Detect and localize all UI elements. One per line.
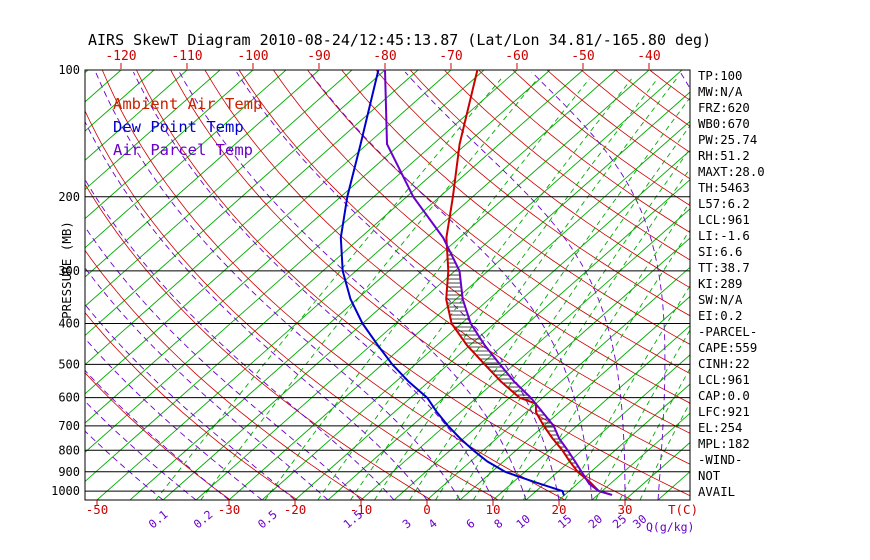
info-line: TP:100 [698, 69, 743, 83]
temp-unit-label: T(C) [668, 502, 698, 517]
pressure-tick: 900 [58, 465, 80, 479]
info-line: WB0:670 [698, 117, 750, 131]
legend-ambient-air-temp: Ambient Air Temp [113, 95, 263, 113]
info-line: MAXT:28.0 [698, 165, 765, 179]
info-line: SI:6.6 [698, 245, 743, 259]
info-line: -PARCEL- [698, 325, 758, 339]
top-temp-tick: -70 [439, 49, 462, 64]
info-line: NOT [698, 469, 721, 483]
top-temp-tick: -80 [373, 49, 396, 64]
pressure-tick: 200 [58, 190, 80, 204]
pressure-axis-labels: 100 200 300 400 500 600 700 800 900 1000 [51, 63, 80, 498]
bottom-temp-tick: 10 [485, 502, 500, 517]
mixing-ratio-tick: 15 [555, 512, 575, 532]
info-line: L57:6.2 [698, 197, 750, 211]
sounding-indices-panel: TP:100 MW:N/A FRZ:620 WB0:670 PW:25.74 RH:51.… [698, 68, 765, 500]
pressure-tick: 600 [58, 391, 80, 405]
info-line: CAP:0.0 [698, 389, 750, 403]
top-temp-tick: -60 [505, 49, 528, 64]
moist-adiabat-lines [85, 71, 690, 500]
mixing-ratio-tick: 0.2 [191, 507, 216, 531]
pressure-tick: 100 [58, 63, 80, 77]
info-line: LCL:961 [698, 213, 750, 227]
mixing-ratio-tick: 4 [425, 516, 439, 531]
info-line: LCL:961 [698, 373, 750, 387]
top-temp-tick: -100 [237, 49, 268, 64]
parcel-temp-curve [384, 70, 613, 496]
legend-dew-point-temp: Dew Point Temp [113, 118, 244, 136]
mixing-ratio-tick: 3 [400, 516, 414, 531]
bottom-axis-labels: -50 -30 -20 -10 0 10 20 30 [86, 500, 633, 517]
axis-labels: -120 -110 -100 -90 -80 -70 -60 -50 -40-50 -30 -20-… [51, 49, 698, 534]
top-temp-tick: -110 [171, 49, 202, 64]
info-line: PW:25.74 [698, 133, 758, 147]
bottom-temp-tick: 20 [551, 502, 566, 517]
mixing-ratio-tick: 0.1 [146, 507, 171, 531]
dewpoint-curve [339, 70, 565, 496]
bottom-temp-tick: 0 [423, 502, 431, 517]
info-line: SW:N/A [698, 293, 743, 307]
info-line: TH:5463 [698, 181, 750, 195]
pressure-tick: 400 [58, 317, 80, 331]
info-line: MW:N/A [698, 85, 743, 99]
pressure-axis-title: PRESSURE (MB) [59, 221, 74, 319]
top-temp-tick: -40 [637, 49, 660, 64]
info-line: KI:289 [698, 277, 743, 291]
chart-title: AIRS SkewT Diagram 2010-08-24/12:45:13.8… [88, 31, 712, 49]
info-line: EL:254 [698, 421, 743, 435]
mixing-ratio-tick: 10 [513, 512, 533, 532]
info-line: TT:38.7 [698, 261, 750, 275]
plot-frame [84, 69, 691, 501]
info-line: LI:-1.6 [698, 229, 750, 243]
mixing-ratio-tick: 0.5 [255, 507, 280, 531]
pressure-tick: 1000 [51, 484, 80, 498]
pressure-tick: 500 [58, 357, 80, 371]
cape-hatch-area [446, 246, 584, 476]
pressure-tick: 800 [58, 443, 80, 457]
bottom-temp-tick: -20 [284, 502, 307, 517]
bottom-temp-tick: -10 [350, 502, 373, 517]
info-line: CINH:22 [698, 357, 750, 371]
mixing-ratio-tick: 6 [463, 516, 477, 531]
mixing-ratio-lines [155, 78, 690, 500]
pressure-tick: 700 [58, 419, 80, 433]
info-line: EI:0.2 [698, 309, 743, 323]
info-line: LFC:921 [698, 405, 750, 419]
top-temp-tick: -120 [105, 49, 136, 64]
bottom-temp-tick: -50 [86, 502, 109, 517]
pressure-tick: 300 [58, 264, 80, 278]
top-axis-labels: -120 -110 -100 -90 -80 -70 -60 -50 -40 [105, 49, 661, 69]
info-line: CAPE:559 [698, 341, 758, 355]
mixing-ratio-tick: 20 [586, 512, 606, 532]
bottom-temp-tick: -30 [218, 502, 241, 517]
info-line: AVAIL [698, 485, 736, 499]
legend-air-parcel-temp: Air Parcel Temp [113, 141, 253, 159]
bottom-temp-tick: 30 [617, 502, 632, 517]
mixing-ratio-tick: 8 [491, 516, 505, 531]
info-line: RH:51.2 [698, 149, 750, 163]
ambient-temp-curve [445, 70, 613, 496]
info-line: FRZ:620 [698, 101, 750, 115]
mixing-unit-label: Q(g/kg) [646, 520, 694, 534]
top-temp-tick: -90 [307, 49, 330, 64]
mixing-ratio-tick: 25 [610, 512, 630, 532]
top-temp-tick: -50 [571, 49, 594, 64]
info-line: MPL:182 [698, 437, 750, 451]
info-line: -WIND- [698, 453, 743, 467]
